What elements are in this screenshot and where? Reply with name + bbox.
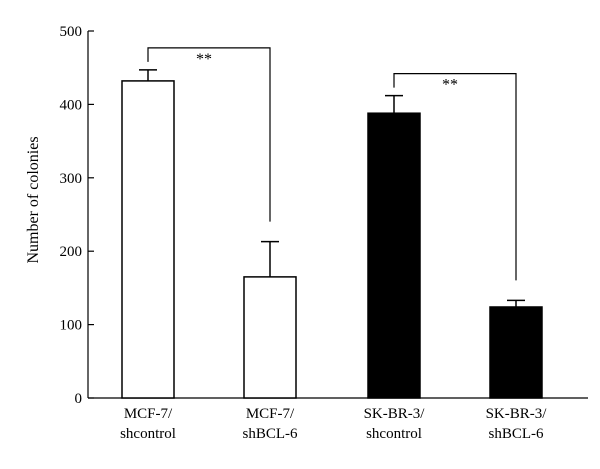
bar [367,112,421,399]
x-tick-label: shcontrol [120,426,176,442]
x-tick-label: MCF-7/ [246,406,295,422]
significance-brackets: ** ** [147,47,517,281]
y-tick-label: 200 [60,244,83,260]
bar [121,80,175,399]
y-axis-title: Number of colonies [25,136,42,263]
significance-bracket [393,72,517,281]
y-tick-label: 300 [60,171,83,187]
y-tick-label: 100 [60,318,83,334]
bar [489,306,543,399]
bars [121,69,543,399]
significance-label: ** [196,51,212,68]
y-tick-label: 500 [60,24,83,40]
x-tick-label: shcontrol [366,426,422,442]
significance-bracket [147,47,271,222]
significance-label: ** [442,77,458,94]
x-tick-label: shBCL-6 [242,426,298,442]
x-tick-label: MCF-7/ [124,406,173,422]
x-tick-label: SK-BR-3/ [486,406,548,422]
y-tick-label: 0 [75,391,83,407]
y-tick-label: 400 [60,97,83,113]
axes: 0 100 200 300 400 500 MCF-7/shcontrol MCF-7/shB… [60,24,588,442]
bar [243,276,297,399]
x-tick-label: shBCL-6 [488,426,544,442]
x-tick-label: SK-BR-3/ [364,406,426,422]
